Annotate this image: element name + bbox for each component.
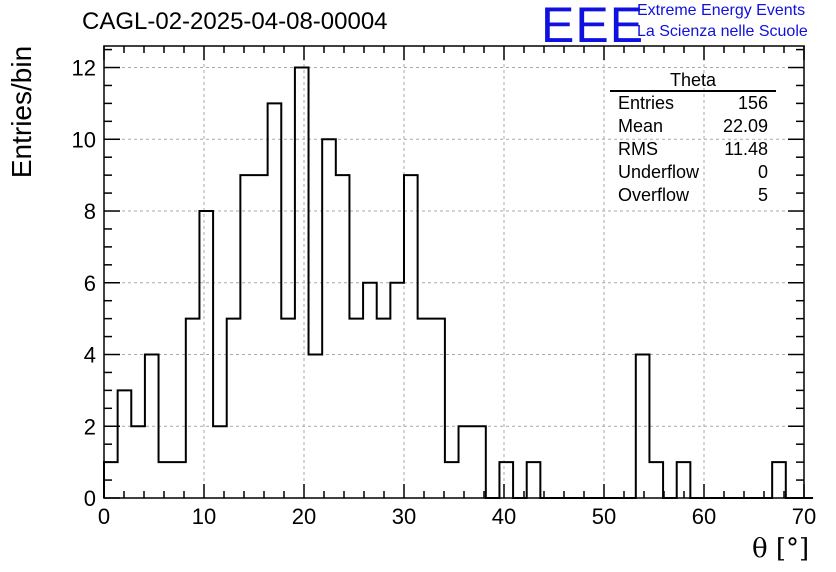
stats-value: 0	[757, 162, 768, 182]
histogram-bin	[240, 175, 254, 498]
histogram-bin	[213, 426, 227, 498]
stats-label: Entries	[618, 93, 675, 113]
histogram-bin	[363, 283, 377, 498]
y-tick-label: 4	[84, 343, 96, 368]
y-tick-label: 6	[84, 271, 96, 296]
stats-label: Overflow	[618, 185, 690, 205]
histogram-bin	[527, 462, 541, 498]
y-tick-label: 10	[72, 127, 96, 152]
histogram-bin	[431, 319, 445, 498]
histogram-bin	[281, 319, 295, 498]
stats-label: Mean	[618, 116, 664, 136]
stats-value: 5	[757, 185, 768, 205]
logo-text-line2: La Scienza nelle Scuole	[637, 23, 808, 40]
histogram-bin	[186, 319, 200, 498]
y-tick-label: 12	[72, 56, 96, 81]
x-tick-label: 50	[592, 504, 616, 529]
stats-box: Theta Entries 156 Mean 22.09 RMS 11.48 U…	[610, 70, 776, 207]
histogram-bin	[636, 355, 650, 498]
plot-frame	[103, 45, 805, 499]
stats-value: 22.09	[722, 116, 768, 136]
y-tick-label: 8	[84, 199, 96, 224]
x-tick-label: 70	[792, 504, 816, 529]
stats-label: RMS	[618, 139, 658, 159]
stats-row-underflow: Underflow 0	[610, 161, 776, 184]
stats-label: Underflow	[618, 162, 700, 182]
stats-value: 11.48	[724, 139, 768, 159]
histogram-bin	[445, 462, 459, 498]
histogram-bin	[268, 103, 282, 498]
x-tick-label: 10	[192, 504, 216, 529]
stats-title: Theta	[610, 70, 776, 92]
stats-row-entries: Entries 156	[610, 92, 776, 115]
x-tick-label: 20	[292, 504, 316, 529]
histogram-bin	[404, 175, 418, 498]
histogram-bin	[499, 462, 513, 498]
histogram-bin	[118, 390, 132, 498]
stats-row-mean: Mean 22.09	[610, 115, 776, 138]
histogram-bin	[418, 319, 432, 498]
histogram-bin	[322, 139, 336, 498]
logo-text-line1: Extreme Energy Events	[637, 2, 806, 19]
histogram-bin	[472, 426, 486, 498]
histogram-bin	[159, 462, 173, 498]
stats-row-overflow: Overflow 5	[610, 184, 776, 207]
eee-logo: EEE	[541, 0, 645, 53]
y-axis-label: Entries/bin	[6, 45, 37, 179]
x-tick-label: 40	[492, 504, 516, 529]
histogram-bin	[336, 175, 350, 498]
histogram-bin	[349, 319, 363, 498]
chart-title: CAGL-02-2025-04-08-00004	[82, 8, 388, 35]
histogram-bin	[254, 175, 268, 498]
histogram-bin	[131, 426, 145, 498]
histogram-bin	[649, 462, 663, 498]
histogram-bin	[377, 319, 391, 498]
y-tick-label: 2	[84, 414, 96, 439]
y-tick-label: 0	[84, 486, 96, 511]
histogram-bin	[390, 283, 404, 498]
histogram-bin	[227, 319, 241, 498]
histogram-bin	[459, 426, 473, 498]
x-tick-label: 0	[98, 504, 110, 529]
x-tick-label: 30	[392, 504, 416, 529]
stats-row-rms: RMS 11.48	[610, 138, 776, 161]
stats-value: 156	[737, 93, 768, 113]
x-tick-label: 60	[692, 504, 716, 529]
x-axis-label: θ [°]	[752, 534, 810, 564]
